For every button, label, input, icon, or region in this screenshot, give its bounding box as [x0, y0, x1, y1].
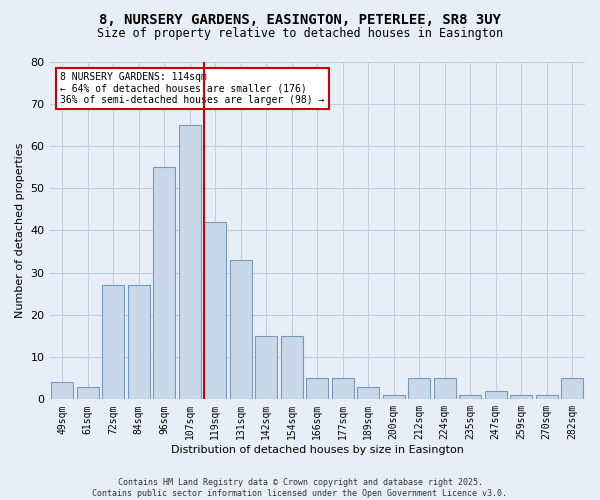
Bar: [485, 391, 506, 400]
Bar: [536, 395, 557, 400]
Bar: [460, 395, 481, 400]
Bar: [434, 378, 455, 400]
Bar: [562, 378, 583, 400]
Text: Contains HM Land Registry data © Crown copyright and database right 2025.
Contai: Contains HM Land Registry data © Crown c…: [92, 478, 508, 498]
Bar: [52, 382, 73, 400]
Bar: [332, 378, 353, 400]
Bar: [409, 378, 430, 400]
Bar: [103, 286, 124, 400]
Bar: [77, 386, 98, 400]
Bar: [358, 386, 379, 400]
Bar: [256, 336, 277, 400]
Text: 8, NURSERY GARDENS, EASINGTON, PETERLEE, SR8 3UY: 8, NURSERY GARDENS, EASINGTON, PETERLEE,…: [99, 12, 501, 26]
Bar: [307, 378, 328, 400]
Bar: [154, 167, 175, 400]
Bar: [128, 286, 149, 400]
Bar: [281, 336, 302, 400]
Y-axis label: Number of detached properties: Number of detached properties: [15, 142, 25, 318]
X-axis label: Distribution of detached houses by size in Easington: Distribution of detached houses by size …: [171, 445, 464, 455]
Bar: [179, 125, 200, 400]
Bar: [205, 222, 226, 400]
Bar: [511, 395, 532, 400]
Text: 8 NURSERY GARDENS: 114sqm
← 64% of detached houses are smaller (176)
36% of semi: 8 NURSERY GARDENS: 114sqm ← 64% of detac…: [60, 72, 325, 105]
Bar: [383, 395, 404, 400]
Text: Size of property relative to detached houses in Easington: Size of property relative to detached ho…: [97, 28, 503, 40]
Bar: [230, 260, 251, 400]
